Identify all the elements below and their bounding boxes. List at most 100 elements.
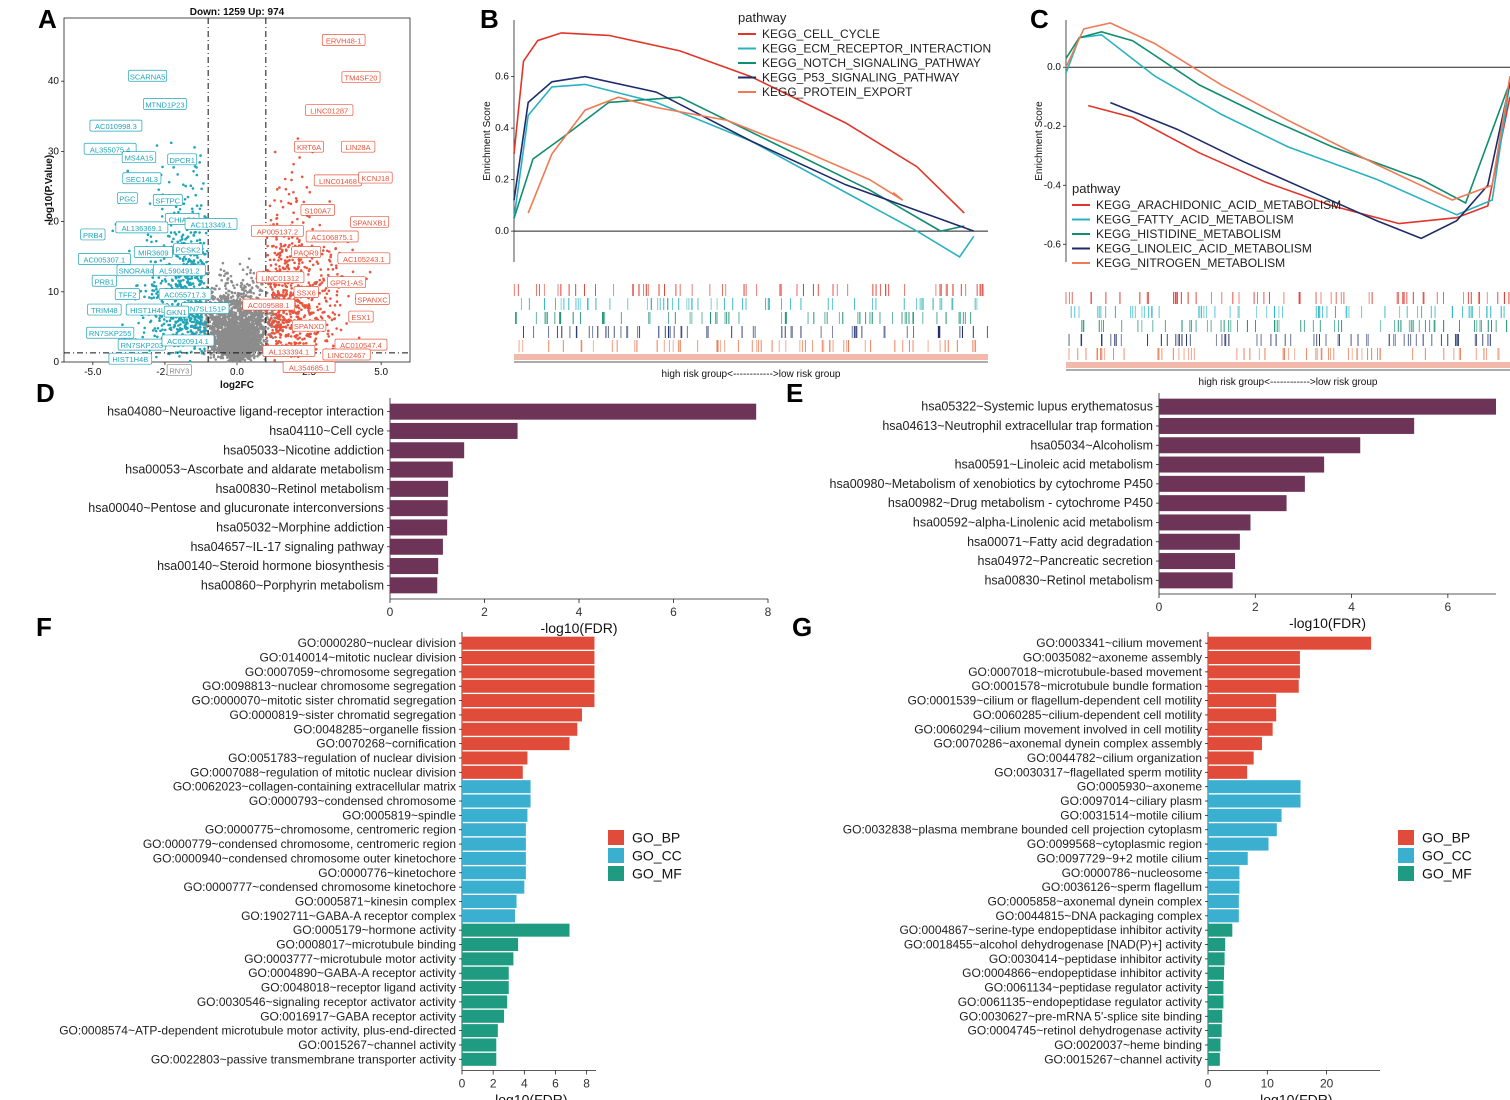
bar-category-label: GO:0000070~mitotic sister chromatid segr… [192,694,456,708]
volcano-point-ns [253,355,256,358]
bar [1159,456,1325,473]
volcano-point-down [128,249,131,253]
volcano-point-ns [212,355,216,359]
bar [1159,533,1240,550]
gsea-rug-row [514,312,972,324]
volcano-point-up [335,327,338,330]
volcano-point-ns [212,353,216,357]
volcano-point-down [169,326,173,330]
volcano-point-ns [260,314,264,318]
volcano-point-down [181,233,185,237]
volcano-point-up [293,310,296,313]
volcano-point-ns [222,269,226,273]
volcano-point-ns [252,291,256,295]
volcano-point-ns [239,292,243,296]
volcano-point-up [313,281,317,285]
bar [462,694,595,708]
volcano-point-ns [235,327,238,330]
volcano-point-down [166,234,170,238]
volcano-point-down [185,318,189,321]
volcano-point-up [307,273,310,276]
volcano-point-down [178,354,181,358]
volcano-point-up [285,265,289,268]
gsea-curve [1065,33,1510,216]
volcano-point-ns [224,287,228,290]
volcano-point-up [296,137,300,140]
volcano-point-down [199,331,202,334]
volcano-up-label-box [341,71,381,84]
volcano-point-down [194,332,197,336]
volcano-point-ns [209,326,212,330]
volcano-point-up [278,315,281,318]
bar [462,751,528,765]
volcano-point-up [313,340,317,343]
volcano-point-ns [219,334,222,338]
volcano-down-label: AC020914.1 [167,337,209,346]
volcano-point-down [144,289,148,293]
bar [462,636,595,650]
volcano-point-up [282,310,286,313]
volcano-point-up [303,305,306,309]
volcano-ns-label: RNY3 [169,366,189,375]
volcano-point-down [195,239,199,243]
volcano-point-ns [213,287,216,291]
volcano-point-ns [216,325,219,328]
volcano-point-ns [212,350,216,354]
volcano-point-up [281,284,284,287]
volcano-point-down [190,320,194,324]
volcano-point-up [277,259,280,262]
volcano-point-down [186,330,190,334]
volcano-point-up [269,218,273,222]
volcano-point-down [183,318,186,322]
bar-category-label: hsa00982~Drug metabolism - cytochrome P4… [888,496,1153,510]
volcano-point-up [315,280,319,284]
volcano-point-down [178,318,181,322]
volcano-point-ns [246,353,250,356]
volcano-up-label-box [282,361,336,373]
volcano-point-ns [224,327,227,331]
volcano-point-ns [249,295,253,298]
volcano-point-down [151,276,155,279]
volcano-up-label: ESX1 [351,313,370,322]
volcano-point-ns [227,323,231,327]
volcano-point-ns [250,313,254,317]
volcano-point-down [186,195,190,199]
volcano-point-up [296,237,299,240]
volcano-point-down [150,297,153,300]
volcano-point-down [152,281,156,284]
volcano-point-down [194,193,197,197]
volcano-down-label-box [122,172,162,185]
volcano-point-down [178,207,182,211]
volcano-point-ns [249,290,252,294]
volcano-point-up [285,249,288,252]
volcano-point-up [279,199,283,203]
gsea-legend-title: pathway [1072,181,1121,196]
volcano-point-down [203,347,206,351]
volcano-point-up [297,300,301,303]
volcano-point-ns [246,266,250,269]
volcano-point-up [278,186,281,189]
volcano-point-ns [232,284,235,287]
volcano-point-down [194,323,198,327]
gsea-rug-row [1065,292,1510,304]
volcano-up-label: AL354685.1 [289,364,329,373]
volcano-up-label-box [327,276,367,289]
volcano-point-down [160,315,164,318]
volcano-point-down [193,347,196,350]
volcano-point-down [198,325,202,329]
volcano-point-ns [227,313,230,317]
volcano-point-up [308,267,311,271]
volcano-point-up [327,289,331,293]
volcano-point-down [176,173,179,176]
volcano-point-down [159,329,162,333]
volcano-point-up [307,309,310,312]
volcano-point-up [267,282,270,286]
volcano-point-up [287,192,291,196]
bar-xtick-label: 6 [552,1077,559,1091]
volcano-point-up [275,213,279,217]
volcano-point-ns [255,349,258,352]
volcano-point-ns [253,319,257,323]
volcano-point-up [289,342,293,345]
gsea-legend-label: KEGG_LINOLEIC_ACID_METABOLISM [1096,242,1312,256]
bar [390,422,518,439]
